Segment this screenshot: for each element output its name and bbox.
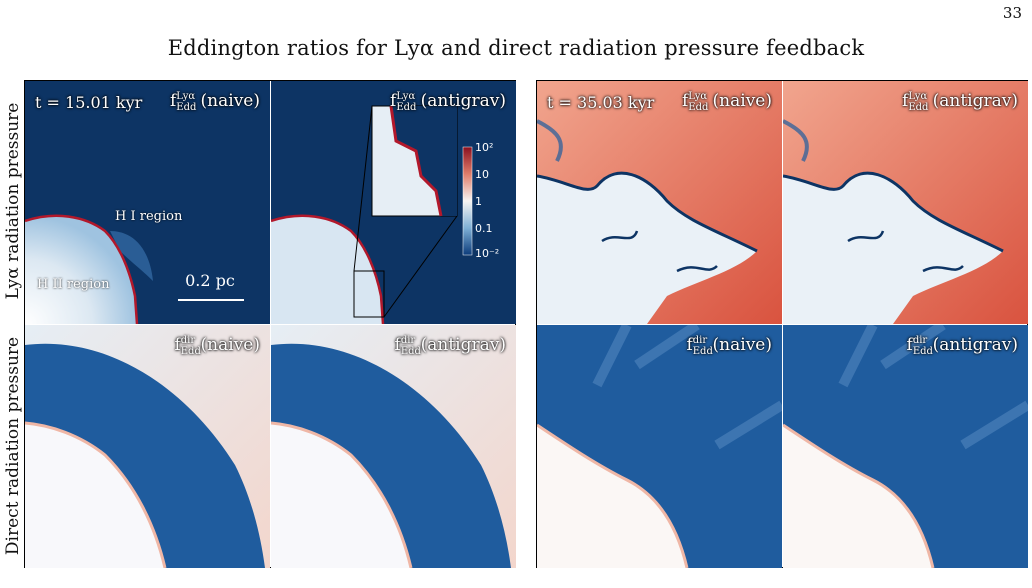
sup-dir: dir	[400, 335, 416, 346]
label-h2-region: H II region	[37, 277, 110, 292]
panel-dir-antigrav-early: fdir Edd (antigrav)	[271, 325, 516, 568]
figure-title: Eddington ratios for Lyα and direct radi…	[167, 36, 865, 60]
sup-dir: dir	[692, 335, 708, 346]
sup-dir: dir	[912, 335, 928, 346]
sub-edd: Edd	[180, 346, 201, 357]
colorbar-tick-100: 10²	[475, 141, 494, 154]
sup-lya: Lyα	[688, 91, 708, 102]
label-naive: (naive)	[712, 91, 772, 111]
page-number: 33	[1002, 4, 1022, 22]
label-dir-antigrav: fdir Edd (antigrav)	[906, 335, 1018, 357]
colorbar-tick-1: 1	[475, 195, 482, 208]
label-antigrav: (antigrav)	[932, 91, 1018, 111]
sup-lya: Lyα	[908, 91, 928, 102]
panel-group-early: t = 15.01 kyr fLyα Edd (naive) H I region…	[24, 80, 516, 568]
sup-lya: Lyα	[176, 91, 196, 102]
sub-edd: Edd	[912, 346, 933, 357]
sub-edd: Edd	[908, 102, 929, 113]
panel-group-late: t = 35.03 kyr fLyα Edd (naive) fLyα Edd (a…	[536, 80, 1028, 568]
scale-label: 0.2 pc	[185, 271, 235, 290]
panel-lya-naive-early: t = 15.01 kyr fLyα Edd (naive) H I region…	[25, 81, 270, 324]
row-label-lya: Lyα radiation pressure	[3, 102, 23, 300]
label-naive: (naive)	[200, 91, 260, 111]
label-lya-antigrav: fLyα Edd (antigrav)	[390, 91, 506, 113]
sup-dir: dir	[180, 335, 196, 346]
panel-dir-antigrav-late: fdir Edd (antigrav)	[783, 325, 1028, 568]
colorbar-tick-0.1: 0.1	[475, 222, 493, 235]
time-label-late: t = 35.03 kyr	[547, 93, 655, 112]
f-symbol: f	[390, 91, 397, 111]
f-symbol: f	[174, 335, 181, 355]
label-naive: (naive)	[200, 335, 260, 355]
colorbar-tick-10: 10	[475, 168, 489, 181]
scale-bar	[178, 299, 244, 301]
sub-edd: Edd	[400, 346, 421, 357]
label-lya-antigrav: fLyα Edd (antigrav)	[902, 91, 1018, 113]
f-symbol: f	[902, 91, 909, 111]
colorbar-tick-0.01: 10⁻²	[475, 247, 500, 260]
panel-dir-naive-early: fdir Edd (naive)	[25, 325, 270, 568]
label-antigrav: (antigrav)	[932, 335, 1018, 355]
panel-lya-antigrav-late: fLyα Edd (antigrav)	[783, 81, 1028, 324]
label-antigrav: (antigrav)	[420, 335, 506, 355]
label-lya-naive: fLyα Edd (naive)	[169, 91, 260, 113]
label-dir-naive: fdir Edd (naive)	[174, 335, 260, 357]
label-dir-antigrav: fdir Edd (antigrav)	[394, 335, 506, 357]
panel-lya-antigrav-early: fLyα Edd (antigrav) 10² 10 1 0.1 10⁻²	[271, 81, 516, 324]
sub-edd: Edd	[688, 102, 709, 113]
time-label-early: t = 15.01 kyr	[35, 93, 143, 112]
label-h1-region: H I region	[115, 209, 183, 224]
f-symbol: f	[169, 91, 177, 111]
f-symbol: f	[394, 335, 401, 355]
sub-edd: Edd	[176, 102, 197, 113]
panel-dir-naive-late: fdir Edd (naive)	[537, 325, 782, 568]
sup-lya: Lyα	[396, 91, 416, 102]
sub-edd: Edd	[692, 346, 713, 357]
f-symbol: f	[686, 335, 693, 355]
label-naive: (naive)	[712, 335, 772, 355]
f-symbol: f	[906, 335, 913, 355]
sub-edd: Edd	[396, 102, 417, 113]
label-lya-naive: fLyα Edd (naive)	[681, 91, 772, 113]
row-label-direct: Direct radiation pressure	[3, 336, 23, 556]
panel-lya-naive-late: t = 35.03 kyr fLyα Edd (naive)	[537, 81, 782, 324]
label-antigrav: (antigrav)	[420, 91, 506, 111]
label-dir-naive: fdir Edd (naive)	[686, 335, 772, 357]
f-symbol: f	[681, 91, 689, 111]
